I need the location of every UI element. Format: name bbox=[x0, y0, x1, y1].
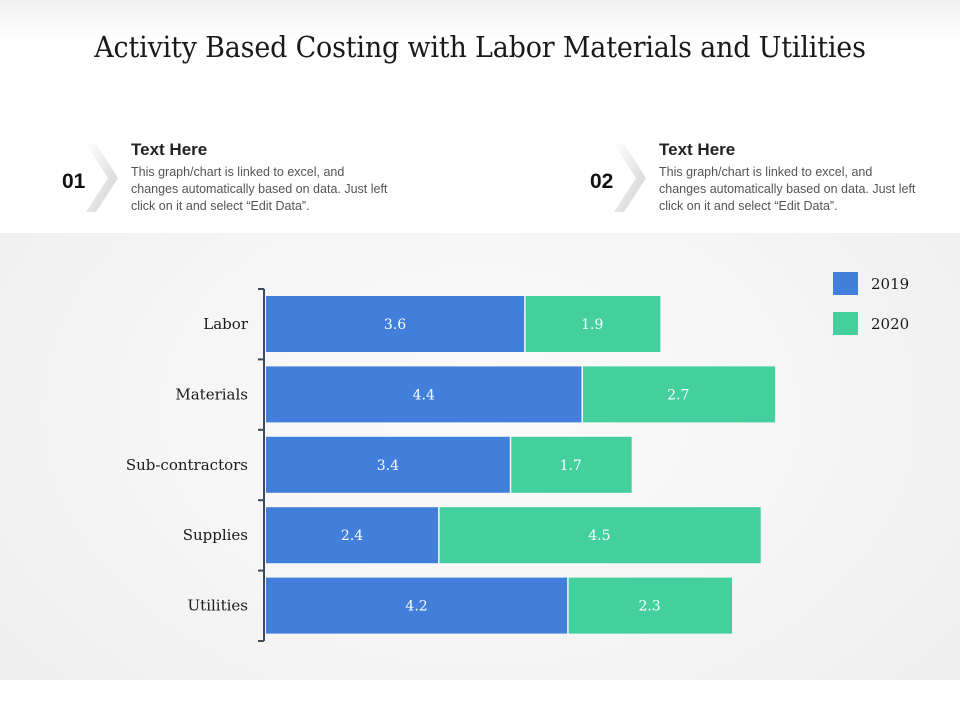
category-label: Materials bbox=[175, 385, 248, 403]
category-label: Sub-contractors bbox=[126, 456, 248, 474]
legend-swatch-2019 bbox=[833, 272, 858, 295]
data-label: 3.4 bbox=[377, 458, 399, 474]
category-label: Supplies bbox=[183, 526, 248, 544]
data-label: 4.5 bbox=[588, 528, 610, 544]
header-background bbox=[0, 0, 960, 40]
chevron-right-icon bbox=[86, 144, 118, 212]
bar-2020-supplies bbox=[439, 507, 761, 564]
bar-2020-labor bbox=[525, 296, 661, 352]
info-heading: Text Here bbox=[131, 140, 208, 159]
step-number: 02 bbox=[590, 170, 614, 193]
data-label: 2.3 bbox=[638, 599, 660, 615]
bar-2019-sub-contractors bbox=[266, 436, 510, 493]
data-label: 4.4 bbox=[413, 387, 435, 403]
bar-2019-utilities bbox=[266, 577, 568, 634]
data-label: 2.7 bbox=[667, 387, 689, 403]
info-description: This graph/chart is linked to excel, and… bbox=[659, 165, 916, 213]
category-label: Utilities bbox=[188, 597, 248, 615]
bar-2020-sub-contractors bbox=[511, 436, 632, 493]
bar-2019-labor bbox=[266, 296, 525, 352]
bar-2019-materials bbox=[266, 366, 582, 423]
data-label: 3.6 bbox=[384, 317, 406, 333]
bar-2019-supplies bbox=[266, 507, 439, 564]
bar-2020-materials bbox=[582, 366, 776, 423]
category-label: Labor bbox=[203, 315, 249, 333]
bar-2020-utilities bbox=[568, 577, 733, 634]
legend-swatch-2020 bbox=[833, 312, 858, 335]
legend-label: 2020 bbox=[871, 315, 909, 333]
legend-label: 2019 bbox=[871, 275, 909, 293]
info-heading: Text Here bbox=[659, 140, 736, 159]
step-number: 01 bbox=[62, 170, 86, 193]
data-label: 4.2 bbox=[405, 599, 427, 615]
info-block-1: 01 Text Here This graph/chart is linked … bbox=[62, 140, 387, 220]
data-label: 1.9 bbox=[581, 317, 603, 333]
info-block-2: 02 Text Here This graph/chart is linked … bbox=[590, 140, 915, 220]
data-label: 1.7 bbox=[560, 458, 582, 474]
page-title: Activity Based Costing with Labor Materi… bbox=[94, 30, 866, 64]
data-label: 2.4 bbox=[341, 528, 363, 544]
info-description: This graph/chart is linked to excel, and… bbox=[131, 165, 388, 213]
chevron-right-icon bbox=[614, 144, 646, 212]
